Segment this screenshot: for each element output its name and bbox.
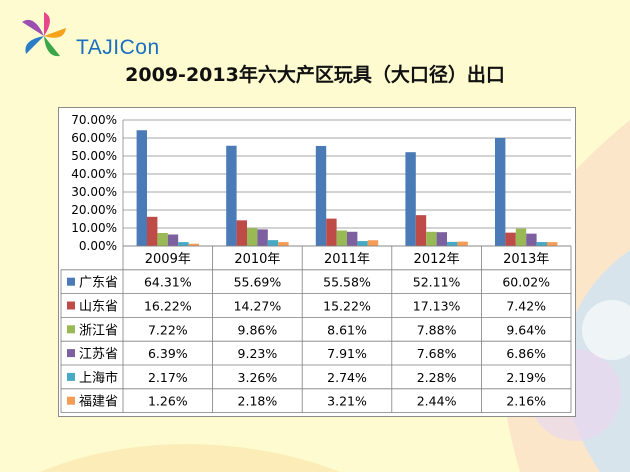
data-label: 64.31% [144,275,192,290]
data-label: 15.22% [323,299,371,314]
bar-chart: 0.00% 10.00% 20.00% 30.00% 40.00% 50.00% 60.00… [60,113,572,414]
bar-6-5 [547,242,558,246]
y-tick-label: 70.00% [71,113,117,127]
legend-entry: 浙江省 [79,323,118,338]
bar-2-5 [505,232,516,246]
y-tick-label: 20.00% [71,203,117,217]
y-tick-label: 60.00% [71,131,117,145]
bar-3-2 [247,228,258,246]
x-tick-label: 2009年 [145,252,191,267]
bar-5-1 [178,242,189,246]
bar-5-4 [447,241,458,246]
chart-container: 0.00% 10.00% 20.00% 30.00% 40.00% 50.00% 60.00… [58,107,576,417]
decor-wave [40,444,340,472]
pinwheel-icon [22,12,66,57]
data-label: 7.22% [148,322,188,337]
y-tick-label: 40.00% [71,167,117,181]
data-label: 3.21% [327,394,367,409]
bar-3-5 [515,228,527,246]
data-label: 16.22% [144,299,192,314]
x-tick-label: 2012年 [414,252,460,267]
data-label: 9.23% [238,346,278,361]
data-label: 2.17% [148,370,188,385]
data-label: 7.68% [417,346,457,361]
bar-5-5 [536,242,547,246]
legend-entry: 山东省 [79,300,118,315]
data-label: 3.26% [238,370,278,385]
bar-1-1 [136,130,147,246]
logo-text: TAJICon [76,36,160,59]
bar-4-1 [167,234,179,246]
chart-title: 2009-2013年六大产区玩具（大口径）出口 [125,64,505,86]
bar-4-2 [257,229,268,246]
legend-swatch [67,349,75,358]
legend-entry: 福建省 [79,395,118,410]
bar-3-3 [336,230,347,246]
x-tick-label: 2011年 [324,252,370,267]
bar-6-3 [367,240,379,246]
bar-2-2 [236,220,247,246]
bar-2-3 [326,218,337,246]
data-label: 7.42% [506,299,546,314]
legend-swatch [67,372,75,381]
bar-6-4 [457,241,468,246]
bar-2-1 [147,216,158,246]
data-label: 7.91% [327,346,367,361]
data-label: 17.13% [413,299,461,314]
data-label: 6.39% [148,346,188,361]
data-label: 8.61% [327,322,367,337]
data-label: 6.86% [506,346,546,361]
bar-1-2 [226,145,237,246]
x-tick-label: 2013年 [503,252,549,267]
data-label: 2.74% [327,370,367,385]
bar-2-4 [415,215,427,246]
data-label: 2.18% [238,394,278,409]
bar-6-1 [188,243,199,246]
legend-entry: 广东省 [79,276,118,291]
bar-4-4 [436,232,447,246]
x-tick-label: 2010年 [234,252,280,267]
data-label: 55.69% [234,275,282,290]
legend-swatch [67,301,75,310]
tajicon-logo: TAJICon [16,8,176,68]
bar-5-3 [357,241,368,246]
bar-5-2 [267,240,279,246]
data-label: 52.11% [413,275,461,290]
y-tick-label: 0.00% [79,239,117,253]
bar-3-1 [157,233,168,246]
data-label: 9.86% [238,322,278,337]
y-tick-label: 30.00% [71,185,117,199]
data-label: 14.27% [234,299,282,314]
legend-swatch [67,277,75,286]
bar-4-3 [347,231,358,246]
bar-3-4 [426,231,437,246]
data-label: 1.26% [148,394,188,409]
bar-1-4 [405,152,416,246]
data-label: 60.02% [502,275,550,290]
data-label: 2.44% [417,394,457,409]
bar-4-5 [526,233,537,246]
data-label: 7.88% [417,322,457,337]
data-label: 2.16% [506,394,546,409]
legend-swatch [67,325,75,334]
y-tick-label: 50.00% [71,149,117,163]
data-label: 55.58% [323,275,371,290]
legend-swatch [67,396,75,405]
data-label: 2.19% [506,370,546,385]
bar-1-5 [495,137,506,246]
legend-entry: 上海市 [79,370,118,386]
bar-1-3 [315,145,327,246]
data-label: 2.28% [417,370,457,385]
bar-6-2 [278,242,289,246]
y-tick-label: 10.00% [71,221,117,235]
decor-bubble [582,300,630,360]
legend-entry: 江苏省 [79,346,118,362]
data-label: 9.64% [506,322,546,337]
